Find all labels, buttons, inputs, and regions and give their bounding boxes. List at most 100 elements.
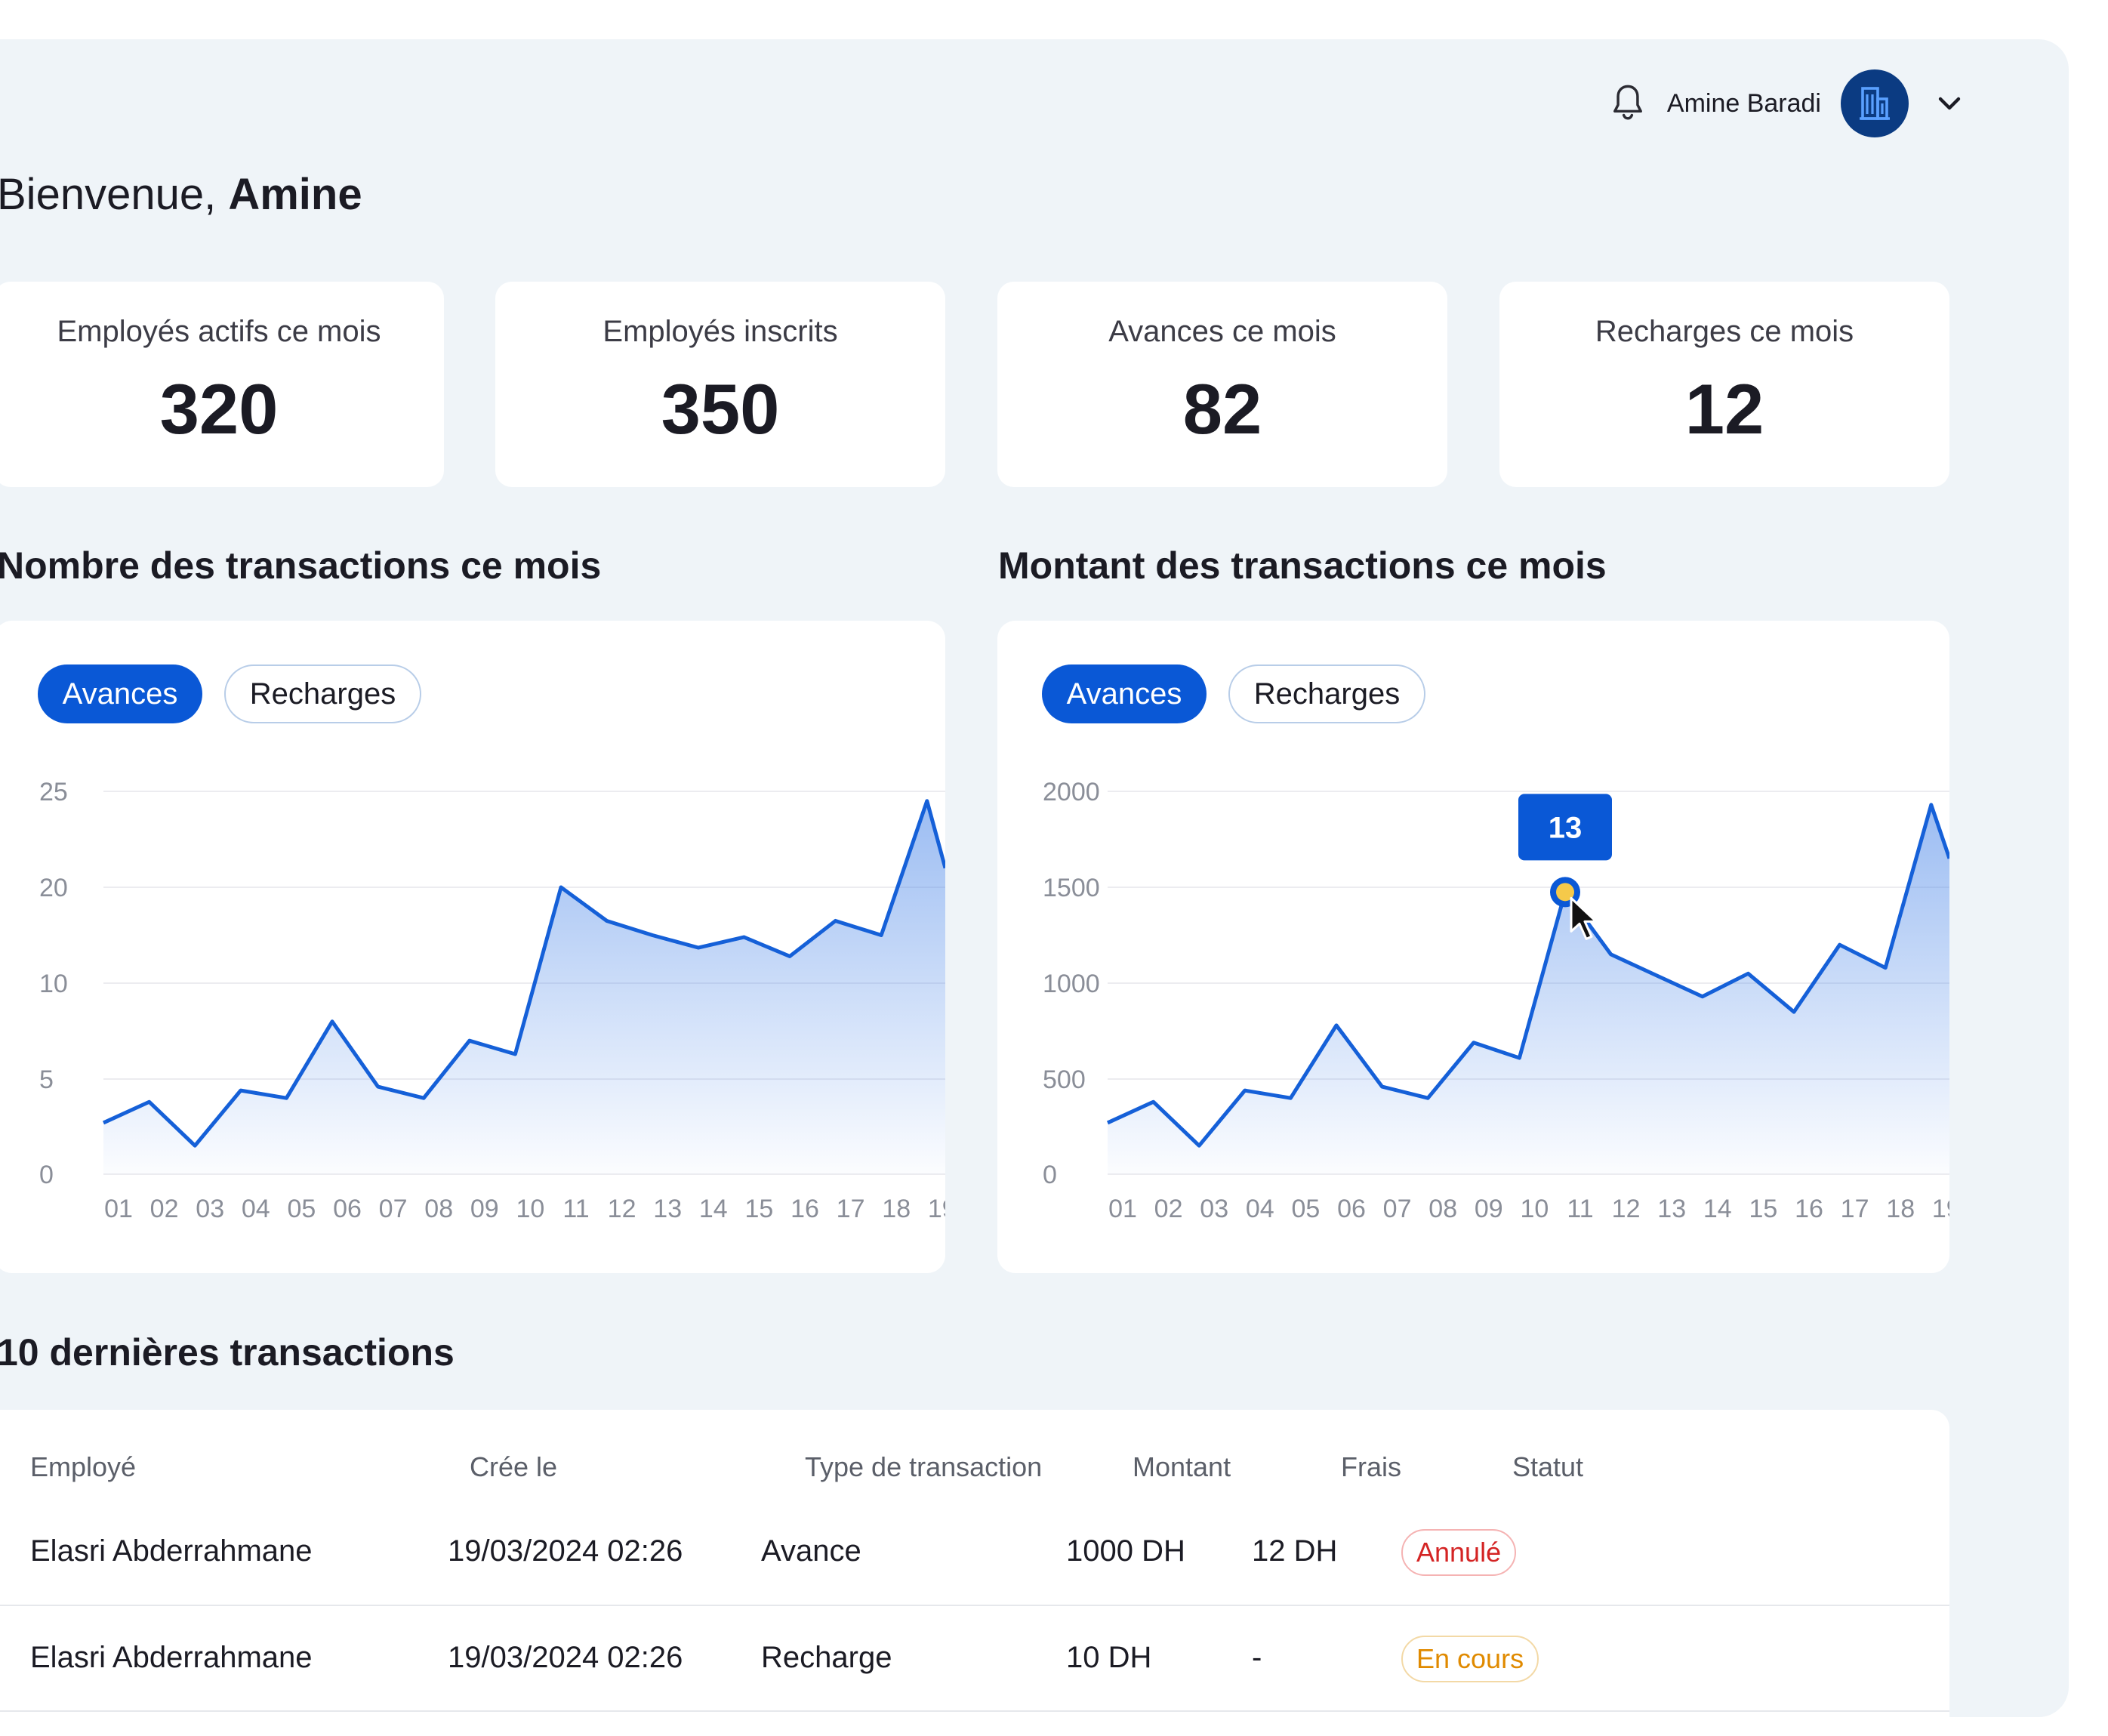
tooltip-value: 13 [1549, 811, 1583, 844]
cell-amount: 1000 DH [1066, 1534, 1185, 1568]
cell-created: 19/03/2024 02:26 [448, 1534, 683, 1568]
count-chart-title: Nombre des transactions ce mois [0, 544, 602, 587]
x-tick-label: 16 [790, 1195, 819, 1223]
stat-label: Employés actifs ce mois [57, 315, 381, 348]
x-tick-label: 04 [1246, 1195, 1274, 1223]
col-header-type[interactable]: Type de transaction [805, 1451, 1043, 1482]
x-tick-label: 02 [1154, 1195, 1183, 1223]
x-tick-label: 16 [1795, 1195, 1823, 1223]
bell-icon[interactable] [1608, 82, 1647, 125]
welcome-name: Amine [228, 170, 362, 219]
row-divider [0, 1710, 1949, 1712]
chevron-down-icon[interactable] [1934, 88, 1965, 119]
cursor-icon [1570, 896, 1598, 940]
cell-created: 19/03/2024 02:26 [448, 1641, 683, 1674]
col-header-status[interactable]: Statut [1512, 1451, 1584, 1482]
col-header-amount[interactable]: Montant [1133, 1451, 1231, 1482]
cell-type: Avance [761, 1534, 861, 1568]
x-tick-label: 18 [882, 1195, 911, 1223]
x-tick-label: 03 [1200, 1195, 1228, 1223]
x-tick-label: 15 [744, 1195, 773, 1223]
series-area [1108, 804, 1949, 1174]
stat-label: Employés inscrits [603, 315, 838, 348]
y-tick-label: 25 [39, 778, 68, 806]
y-tick-label: 2000 [1043, 778, 1100, 806]
amount-chart-title: Montant des transactions ce mois [998, 544, 1607, 587]
amount-chart: 2000 1500 1000 500 0 01 02 03 04 05 06 07 08 09 10 11 12… [1043, 778, 1949, 1223]
top-bar: Amine Baradi [1608, 69, 1965, 137]
y-tick-label: 0 [39, 1161, 54, 1189]
cell-type: Recharge [761, 1641, 892, 1674]
x-tick-label: 11 [562, 1195, 589, 1223]
x-tick-label: 19 [928, 1195, 945, 1223]
x-tick-label: 18 [1886, 1195, 1915, 1223]
stat-card-advances: Avances ce mois 82 [997, 282, 1447, 487]
user-name[interactable]: Amine Baradi [1666, 88, 1821, 118]
y-tick-label: 20 [39, 874, 68, 902]
transactions-table [0, 1410, 1949, 1717]
x-tick-label: 02 [150, 1195, 179, 1223]
tab-recharges-count[interactable]: Recharges [224, 664, 421, 723]
status-badge: En cours [1401, 1636, 1539, 1682]
x-tick-label: 14 [699, 1195, 728, 1223]
stat-label: Recharges ce mois [1595, 315, 1854, 348]
x-tick-label: 09 [470, 1195, 499, 1223]
x-tick-label: 17 [837, 1195, 865, 1223]
y-tick-label: 1500 [1043, 874, 1100, 902]
y-tick-label: 0 [1043, 1161, 1057, 1189]
highlight-point [1556, 883, 1574, 902]
series-area [103, 800, 945, 1174]
x-tick-label: 01 [104, 1195, 133, 1223]
stat-card-recharges: Recharges ce mois 12 [1499, 282, 1949, 487]
col-header-created[interactable]: Crée le [470, 1451, 558, 1482]
col-header-employee[interactable]: Employé [30, 1451, 137, 1482]
x-tick-label: 05 [287, 1195, 316, 1223]
y-tick-label: 5 [39, 1065, 54, 1094]
x-tick-label: 19 [1932, 1195, 1949, 1223]
series-line [102, 799, 945, 1148]
x-tick-label: 07 [379, 1195, 408, 1223]
row-divider [0, 1605, 1949, 1606]
x-tick-label: 03 [196, 1195, 224, 1223]
stat-card-registered-employees: Employés inscrits 350 [495, 282, 945, 487]
x-tick-label: 13 [653, 1195, 682, 1223]
x-tick-label: 10 [516, 1195, 544, 1223]
cell-employee[interactable]: Elasri Abderrahmane [30, 1534, 313, 1568]
y-tick-label: 10 [39, 970, 68, 998]
y-tick-label: 500 [1043, 1065, 1086, 1094]
x-tick-label: 11 [1567, 1195, 1593, 1223]
x-tick-label: 08 [424, 1195, 453, 1223]
x-tick-label: 07 [1383, 1195, 1412, 1223]
x-tick-label: 05 [1291, 1195, 1320, 1223]
x-tick-label: 09 [1475, 1195, 1503, 1223]
welcome-prefix: Bienvenue, [0, 170, 229, 219]
count-chart: 25 20 10 5 0 01 02 03 04 05 06 07 08 09 10 11 12 13 14 15 16… [39, 778, 945, 1223]
transactions-title: 10 dernières transactions [0, 1331, 455, 1374]
series-line [1106, 803, 1949, 1148]
x-tick-label: 13 [1657, 1195, 1686, 1223]
avatar[interactable] [1841, 69, 1909, 137]
cell-fee: - [1252, 1641, 1262, 1674]
stat-value: 82 [1182, 369, 1262, 449]
x-tick-label: 10 [1520, 1195, 1549, 1223]
stat-value: 350 [661, 369, 780, 449]
stat-value: 12 [1684, 369, 1764, 449]
stat-label: Avances ce mois [1108, 315, 1336, 348]
tab-avances-amount[interactable]: Avances [1042, 664, 1207, 723]
cell-fee: 12 DH [1252, 1534, 1338, 1568]
building-icon [1860, 87, 1890, 120]
x-tick-label: 14 [1703, 1195, 1732, 1223]
col-header-fee[interactable]: Frais [1341, 1451, 1401, 1482]
stat-value: 320 [159, 369, 279, 449]
x-tick-label: 17 [1841, 1195, 1869, 1223]
tab-recharges-amount[interactable]: Recharges [1228, 664, 1425, 723]
cell-amount: 10 DH [1066, 1641, 1152, 1674]
x-tick-label: 12 [608, 1195, 636, 1223]
x-tick-label: 04 [242, 1195, 270, 1223]
tooltip-box [1518, 794, 1612, 861]
x-tick-label: 06 [333, 1195, 362, 1223]
cell-employee[interactable]: Elasri Abderrahmane [30, 1641, 313, 1674]
tab-avances-count[interactable]: Avances [38, 664, 202, 723]
x-tick-label: 01 [1108, 1195, 1137, 1223]
page-title: Bienvenue, Amine [0, 169, 362, 220]
